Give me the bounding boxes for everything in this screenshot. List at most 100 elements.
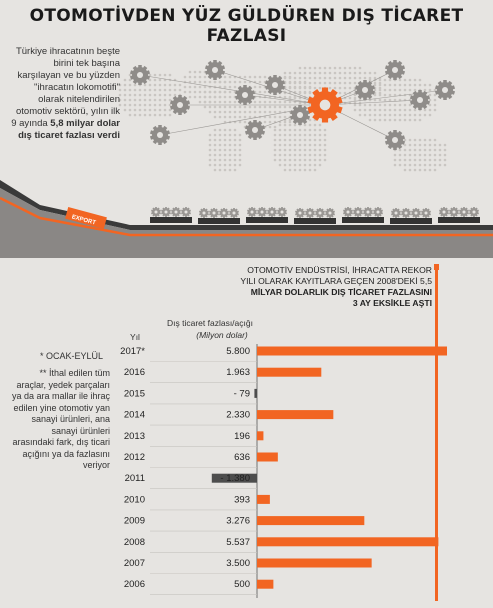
- callout-marker-line: [435, 266, 438, 601]
- callout-line: OTOMOTİV ENDÜSTRİSİ, İHRACATTA REKOR: [247, 265, 432, 275]
- map-dot: [388, 78, 392, 82]
- map-dot: [298, 71, 302, 75]
- bar-2007: [257, 558, 372, 568]
- map-dot: [323, 71, 327, 75]
- map-dot: [233, 138, 237, 142]
- map-dot: [238, 158, 242, 162]
- map-dot: [433, 163, 437, 167]
- train-wagon: [150, 217, 192, 223]
- map-dot: [338, 66, 342, 70]
- map-dot: [263, 120, 267, 124]
- map-dot: [308, 91, 312, 95]
- map-dot: [308, 128, 312, 132]
- map-dot: [428, 143, 432, 147]
- map-dot: [433, 158, 437, 162]
- year-label: 2017*: [120, 346, 145, 357]
- map-dot: [308, 86, 312, 90]
- map-dot: [283, 120, 287, 124]
- map-dot: [238, 80, 242, 84]
- bar-2011: [211, 473, 257, 483]
- map-dot: [213, 158, 217, 162]
- map-dot: [218, 143, 222, 147]
- gear-icon: [244, 120, 266, 140]
- map-dot: [418, 163, 422, 167]
- map-dot: [413, 143, 417, 147]
- map-dot: [403, 103, 407, 107]
- map-dot: [288, 118, 292, 122]
- map-dot: [303, 168, 307, 172]
- map-dot: [213, 153, 217, 157]
- map-dot: [308, 66, 312, 70]
- map-dot: [303, 66, 307, 70]
- map-dot: [428, 98, 432, 102]
- map-dot: [443, 153, 447, 157]
- map-dot: [378, 113, 382, 117]
- map-dot: [358, 113, 362, 117]
- map-dot: [158, 78, 162, 82]
- value-label: 636: [234, 452, 250, 463]
- map-dot: [278, 163, 282, 167]
- map-dot: [233, 105, 237, 109]
- map-dot: [203, 80, 207, 84]
- map-dot: [378, 108, 382, 112]
- map-dot: [298, 91, 302, 95]
- map-dot: [168, 88, 172, 92]
- cargo-gear-icon: [324, 208, 336, 218]
- cargo-gear-icon: [390, 208, 402, 218]
- map-dot: [288, 96, 292, 100]
- map-dot: [443, 148, 447, 152]
- map-dot: [153, 78, 157, 82]
- map-dot: [408, 113, 412, 117]
- bar-2012: [257, 452, 278, 462]
- map-dot: [238, 133, 242, 137]
- gear-hole: [232, 211, 236, 215]
- map-dot: [278, 110, 282, 114]
- note-star: * OCAK-EYLÜL: [40, 351, 104, 361]
- map-dot: [273, 143, 277, 147]
- gear-hole: [414, 211, 418, 215]
- map-dot: [328, 71, 332, 75]
- map-dot: [418, 118, 422, 122]
- map-dot: [348, 96, 352, 100]
- map-dot: [173, 88, 177, 92]
- map-dot: [433, 88, 437, 92]
- map-dot: [168, 113, 172, 117]
- bar-2009: [257, 516, 365, 526]
- map-dot: [318, 148, 322, 152]
- map-dot: [243, 105, 247, 109]
- map-dot: [163, 93, 167, 97]
- map-dot: [208, 143, 212, 147]
- train-wagon: [246, 217, 288, 223]
- map-dot: [238, 153, 242, 157]
- map-dot: [283, 133, 287, 137]
- map-dot: [373, 81, 377, 85]
- gear-hole: [424, 211, 428, 215]
- map-dot: [428, 88, 432, 92]
- gear-hole: [462, 210, 466, 214]
- map-dot: [268, 100, 272, 104]
- map-dot: [283, 100, 287, 104]
- map-dot: [258, 80, 262, 84]
- map-dot: [223, 85, 227, 89]
- map-dot: [213, 115, 217, 119]
- map-dot: [238, 148, 242, 152]
- map-dot: [343, 66, 347, 70]
- map-dot: [223, 138, 227, 142]
- map-dot: [378, 91, 382, 95]
- map-dot: [258, 110, 262, 114]
- map-dot: [333, 86, 337, 90]
- map-dot: [408, 153, 412, 157]
- map-dot: [413, 168, 417, 172]
- map-dot: [218, 158, 222, 162]
- map-dot: [308, 158, 312, 162]
- map-dot: [423, 108, 427, 112]
- map-dot: [408, 138, 412, 142]
- map-dot: [363, 76, 367, 80]
- map-dot: [118, 98, 122, 102]
- map-dot: [343, 91, 347, 95]
- map-dot: [398, 108, 402, 112]
- map-dot: [238, 110, 242, 114]
- map-dot: [308, 81, 312, 85]
- map-dot: [133, 103, 137, 107]
- map-dot: [413, 118, 417, 122]
